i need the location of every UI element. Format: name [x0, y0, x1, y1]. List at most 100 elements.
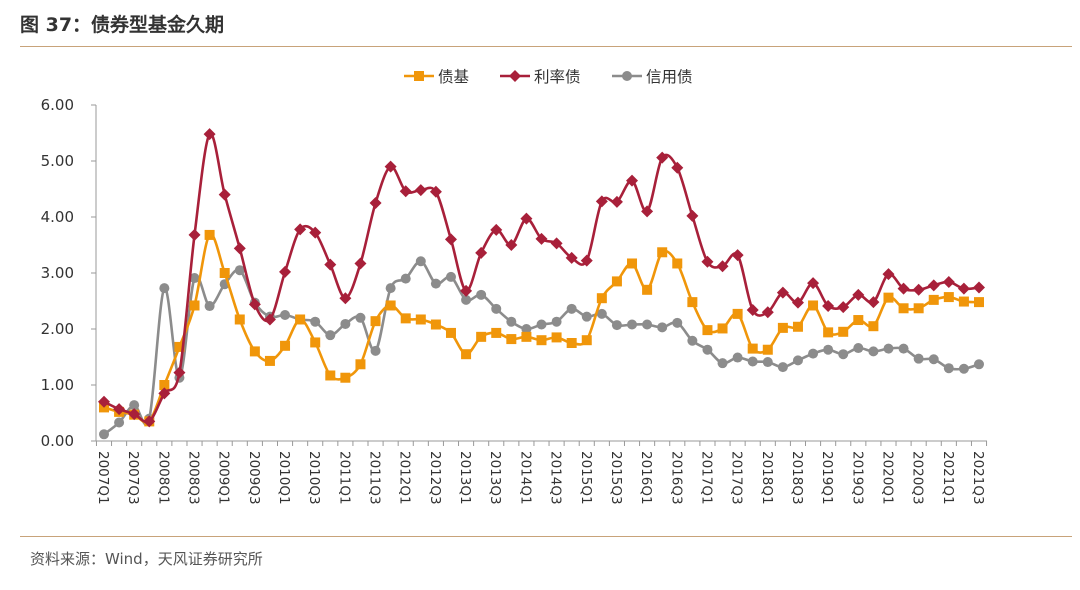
- x-tick-label: 2013Q1: [457, 451, 473, 505]
- data-point-rates-bond: [248, 298, 261, 311]
- data-point-rates-bond: [444, 233, 457, 246]
- data-point-rates-bond: [475, 246, 488, 259]
- data-point-bond-fund: [445, 327, 456, 338]
- data-point-credit-bond: [702, 344, 713, 355]
- legend-item-bond-fund: 债基: [404, 68, 469, 86]
- x-tick-label: 2017Q1: [698, 451, 714, 505]
- data-point-rates-bond: [822, 300, 835, 313]
- data-point-bond-fund: [702, 325, 713, 336]
- data-point-credit-bond: [99, 429, 109, 440]
- data-point-credit-bond: [687, 335, 698, 346]
- data-point-bond-fund: [325, 370, 336, 381]
- data-point-credit-bond: [566, 303, 577, 314]
- data-point-bond-fund: [566, 338, 577, 348]
- data-point-rates-bond: [686, 209, 699, 222]
- data-point-bond-fund: [430, 319, 441, 330]
- series-credit-bond: [99, 256, 984, 440]
- data-point-rates-bond: [897, 282, 910, 295]
- series-bond-fund: [99, 229, 984, 427]
- x-tick-label: 2014Q1: [517, 451, 533, 505]
- data-point-bond-fund: [174, 341, 185, 352]
- x-tick-label: 2019Q3: [849, 451, 865, 505]
- data-point-credit-bond: [627, 319, 638, 330]
- data-point-bond-fund: [370, 316, 381, 327]
- x-tick-label: 2017Q3: [729, 451, 745, 505]
- y-tick-label: 4.00: [41, 208, 74, 226]
- data-point-credit-bond: [913, 353, 924, 364]
- data-point-bond-fund: [732, 308, 743, 319]
- data-point-rates-bond: [324, 258, 337, 271]
- x-tick-label: 2007Q1: [95, 451, 111, 505]
- x-tick-label: 2011Q1: [336, 451, 352, 505]
- data-point-credit-bond: [189, 273, 200, 284]
- data-point-rates-bond: [128, 408, 141, 421]
- x-tick-label: 2008Q1: [155, 451, 171, 505]
- data-point-credit-bond: [204, 301, 215, 312]
- data-point-bond-fund: [868, 321, 879, 332]
- data-point-credit-bond: [672, 317, 683, 328]
- y-tick-label: 2.00: [41, 320, 74, 338]
- figure-title: 图 37：债券型基金久期: [20, 14, 225, 36]
- data-point-bond-fund: [189, 300, 200, 311]
- data-point-rates-bond: [339, 292, 352, 305]
- data-point-rates-bond: [716, 260, 729, 273]
- data-point-credit-bond: [657, 322, 668, 333]
- series-rates-bond: [98, 128, 985, 428]
- data-point-credit-bond: [808, 348, 819, 359]
- data-point-bond-fund: [657, 247, 668, 258]
- data-point-rates-bond: [158, 387, 171, 400]
- data-point-bond-fund: [853, 315, 864, 326]
- data-point-rates-bond: [535, 232, 548, 245]
- data-point-bond-fund: [883, 292, 894, 303]
- data-point-credit-bond: [838, 349, 849, 360]
- data-point-rates-bond: [641, 205, 654, 218]
- data-point-bond-fund: [415, 314, 426, 325]
- data-point-rates-bond: [460, 284, 473, 297]
- data-point-rates-bond: [565, 251, 578, 264]
- data-point-rates-bond: [882, 268, 895, 281]
- data-point-rates-bond: [957, 282, 970, 295]
- data-point-credit-bond: [747, 356, 758, 367]
- data-point-rates-bond: [490, 223, 503, 236]
- data-point-bond-fund: [747, 343, 758, 354]
- x-tick-label: 2010Q3: [306, 451, 322, 505]
- data-point-rates-bond: [399, 185, 412, 198]
- x-tick-label: 2015Q3: [608, 451, 624, 505]
- data-point-credit-bond: [596, 308, 607, 319]
- data-point-rates-bond: [113, 403, 126, 416]
- data-point-credit-bond: [355, 312, 366, 323]
- data-point-credit-bond: [853, 343, 864, 354]
- data-point-rates-bond: [263, 313, 276, 326]
- data-point-credit-bond: [551, 316, 562, 327]
- data-point-rates-bond: [746, 303, 759, 316]
- data-point-credit-bond: [521, 324, 532, 334]
- data-point-credit-bond: [400, 273, 411, 284]
- data-point-bond-fund: [204, 229, 215, 240]
- data-point-credit-bond: [129, 400, 140, 411]
- data-point-credit-bond: [732, 352, 743, 363]
- data-point-credit-bond: [777, 362, 788, 373]
- x-tick-label: 2012Q1: [397, 451, 413, 505]
- data-point-bond-fund: [310, 337, 321, 348]
- data-point-bond-fund: [687, 297, 698, 308]
- data-point-rates-bond: [807, 277, 820, 290]
- data-point-credit-bond: [114, 417, 125, 428]
- legend-item-credit-bond: 信用债: [612, 68, 693, 86]
- data-point-bond-fund: [974, 297, 984, 308]
- data-point-bond-fund: [551, 332, 562, 343]
- data-point-credit-bond: [898, 343, 909, 354]
- data-point-credit-bond: [491, 303, 502, 314]
- data-point-credit-bond: [415, 256, 426, 267]
- data-point-rates-bond: [595, 195, 608, 208]
- data-point-credit-bond: [506, 316, 517, 327]
- legend-label-rates-bond: 利率债: [534, 68, 581, 86]
- chart-legend: 债基 利率债 信用债: [404, 68, 693, 86]
- data-point-credit-bond: [385, 283, 396, 294]
- data-point-rates-bond: [218, 188, 231, 201]
- data-point-rates-bond: [203, 128, 216, 141]
- data-point-credit-bond: [430, 278, 441, 289]
- x-tick-label: 2021Q1: [940, 451, 956, 505]
- y-axis: 0.00 1.00 2.00 3.00 4.00 5.00 6.00: [41, 96, 97, 450]
- data-point-credit-bond: [280, 310, 291, 320]
